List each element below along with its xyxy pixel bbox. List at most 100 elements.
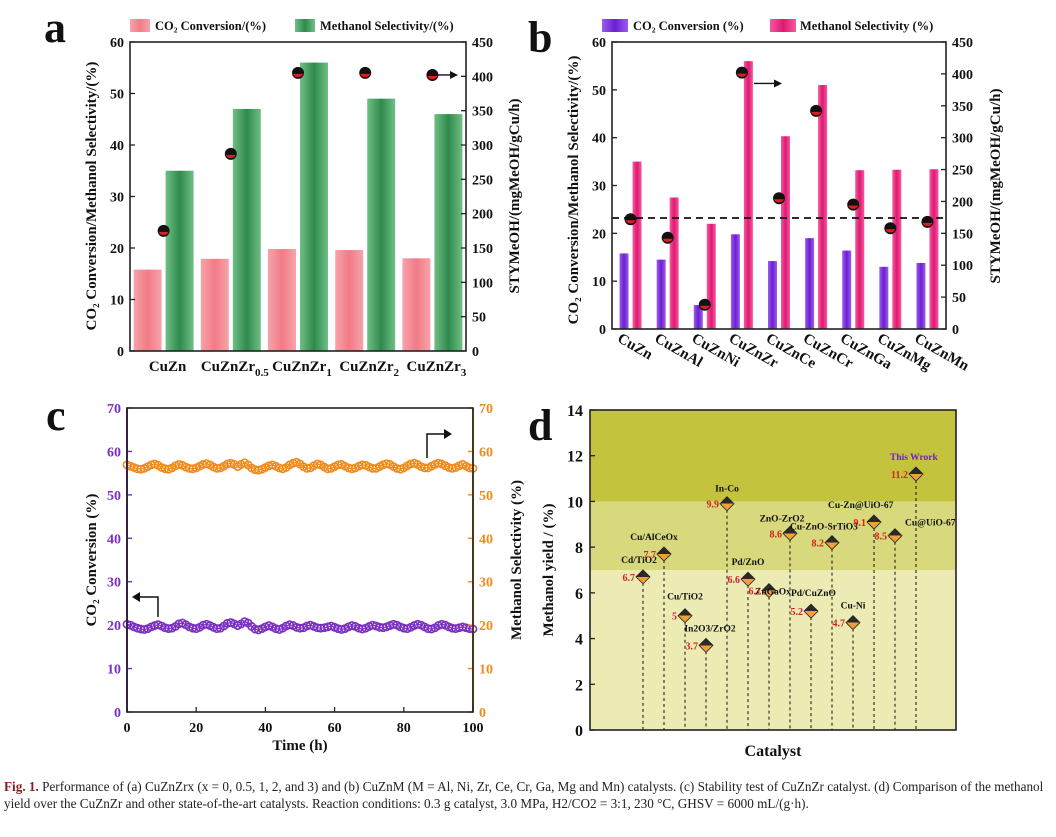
ytick-label-right-c-0: 0 <box>479 706 486 721</box>
bar-b-co2-0 <box>619 253 629 329</box>
value-label-d-6: 6.1 <box>749 587 762 598</box>
ytick-label-left-b-0: 0 <box>599 323 606 338</box>
value-label-d-5: 6.6 <box>728 575 741 586</box>
legend-label-co2: CO₂ Conversion/(%) <box>155 19 266 33</box>
sty-marker-b-7-half <box>885 229 896 233</box>
panel-b-legend: CO₂ Conversion (%) Methanol Selectivity … <box>602 19 933 33</box>
panel-c-frame <box>126 407 474 713</box>
point-d-0 <box>635 569 651 585</box>
panel-d: d 0 2 4 6 8 10 12 14 Cd/TiO2 6.7 Cu/AlCeOx 7.7 Cu/Ti… <box>528 401 957 760</box>
point-d-11 <box>866 514 882 530</box>
bar-b-selectivity-4 <box>781 136 790 329</box>
sty-marker-b-5-half <box>811 111 822 116</box>
bar-b-selectivity-8 <box>929 169 939 329</box>
bar-a-selectivity-1 <box>232 108 261 351</box>
bar-a-co2-1 <box>200 258 229 351</box>
sty-marker-a-3-half <box>360 73 371 78</box>
panel-d-plot: 0 2 4 6 8 10 12 14 Cd/TiO2 6.7 Cu/AlCeOx 7.7 Cu/TiO2… <box>567 403 956 740</box>
point-label-d-1: Cu/AlCeOx <box>630 533 678 543</box>
bar-b-selectivity-5 <box>818 85 828 329</box>
point-c-selectivity-55 <box>312 459 322 469</box>
value-label-d-1: 7.7 <box>644 550 657 561</box>
sty-marker-b-4 <box>773 192 785 205</box>
ytick-label-left-c-3: 30 <box>107 576 121 591</box>
ytick-label-right-a-5: 250 <box>472 173 493 188</box>
ytick-label-left-a-1: 10 <box>110 294 124 309</box>
arrow-left-c <box>132 592 159 617</box>
bar-b-selectivity-0 <box>632 161 642 329</box>
ytick-label-d-1: 2 <box>575 677 583 694</box>
category-label-a-1: CuZnZr0.5 <box>201 359 269 379</box>
panel-d-frame <box>589 409 957 731</box>
sty-marker-a-4-half <box>427 75 438 80</box>
ytick-label-right-c-5: 50 <box>479 489 493 504</box>
point-label-d-9: Cu-ZnO-SrTiO3 <box>790 523 858 533</box>
panel-b-ylabel-left: CO₂ Conversion/Methanol Selectivity/(%) <box>566 56 582 325</box>
ytick-label-right-b-7: 350 <box>952 100 973 115</box>
bar-b-co2-2 <box>693 305 703 329</box>
sty-marker-b-8-half <box>922 222 933 227</box>
point-label-d-4: In-Co <box>715 485 739 495</box>
point-label-d-11: Cu-Zn@UiO-67 <box>828 501 894 511</box>
point-label-d-12: Cu@UiO-67 <box>905 519 956 529</box>
arrow-right-c-head <box>444 429 452 439</box>
panel-c-xlabel: Time (h) <box>272 738 327 754</box>
caption-text: Performance of (a) CuZnZrx (x = 0, 0.5, … <box>4 779 1044 811</box>
sty-marker-b-7 <box>884 222 897 235</box>
point-label-d-10: Cu-Ni <box>841 602 866 612</box>
panel-c-letter: c <box>46 391 66 440</box>
point-d-8 <box>803 603 819 619</box>
panel-a: a CO₂ Conversion/(%) Methanol Selectivit… <box>44 3 523 379</box>
panel-a-plot: CuZn CuZnZr0.5 CuZnZr1 CuZnZr2 CuZnZr3 0 10 20 3… <box>110 36 493 379</box>
bar-b-co2-4 <box>768 261 777 329</box>
sty-marker-b-1-half <box>662 238 673 243</box>
ytick-label-right-b-9: 450 <box>952 36 973 51</box>
xtick-label-c-3: 60 <box>328 721 342 736</box>
ytick-label-left-c-6: 60 <box>107 445 121 460</box>
figure-caption: Fig. 1. Performance of (a) CuZnZrx (x = … <box>4 778 1052 812</box>
panel-a-ylabel-left: CO₂ Conversion/Methanol Selectivity/(%) <box>84 62 100 331</box>
ytick-label-left-a-3: 30 <box>110 191 124 206</box>
bar-a-co2-4 <box>402 258 431 351</box>
caption-label: Fig. 1. <box>4 779 39 794</box>
legend-label-selectivity: Methanol Selectivity/(%) <box>320 19 454 33</box>
sty-marker-a-3 <box>359 66 372 79</box>
ytick-label-right-c-3: 30 <box>479 576 493 591</box>
value-label-d-4: 9.9 <box>707 500 720 511</box>
ytick-label-right-c-4: 40 <box>479 532 493 547</box>
ytick-label-right-b-1: 50 <box>952 291 966 306</box>
point-d-9 <box>824 535 840 551</box>
point-d-5 <box>740 571 756 587</box>
point-c-selectivity-75 <box>382 459 391 468</box>
category-label-a-0: CuZn <box>149 359 187 375</box>
panel-d-xlabel: Catalyst <box>745 743 803 760</box>
ytick-label-d-3: 6 <box>575 586 583 603</box>
ytick-label-right-a-1: 50 <box>472 311 486 326</box>
value-label-d-11: 9.1 <box>854 518 867 529</box>
ytick-label-right-a-8: 400 <box>472 70 493 85</box>
category-label-a-4: CuZnZr3 <box>407 359 467 379</box>
ytick-label-d-5: 10 <box>567 494 583 511</box>
ytick-label-right-c-1: 10 <box>479 663 493 678</box>
xtick-label-c-4: 80 <box>397 721 411 736</box>
panel-a-ylabel-right: STYMeOH/(mgMeOH/gCu/h) <box>507 99 523 294</box>
sty-arrow-a <box>438 70 458 79</box>
legend-swatch-selectivity <box>295 19 315 32</box>
ytick-label-right-b-8: 400 <box>952 68 973 83</box>
value-label-d-3: 3.7 <box>686 641 699 652</box>
sty-marker-b-3-half <box>736 73 747 77</box>
ytick-label-right-c-7: 70 <box>479 402 493 417</box>
ytick-label-right-b-0: 0 <box>952 323 959 338</box>
bar-b-co2-1 <box>656 259 666 329</box>
ytick-label-right-a-6: 300 <box>472 139 493 154</box>
band-d-2 <box>590 410 956 502</box>
category-label-a-3: CuZnZr2 <box>339 359 399 379</box>
xtick-label-c-5: 100 <box>463 721 484 736</box>
bar-a-selectivity-3 <box>367 98 396 352</box>
panel-d-letter: d <box>528 401 552 450</box>
ytick-label-d-6: 12 <box>567 449 583 466</box>
bar-b-co2-8 <box>916 262 926 329</box>
ytick-label-right-a-4: 200 <box>472 208 493 223</box>
point-d-12 <box>887 528 903 544</box>
